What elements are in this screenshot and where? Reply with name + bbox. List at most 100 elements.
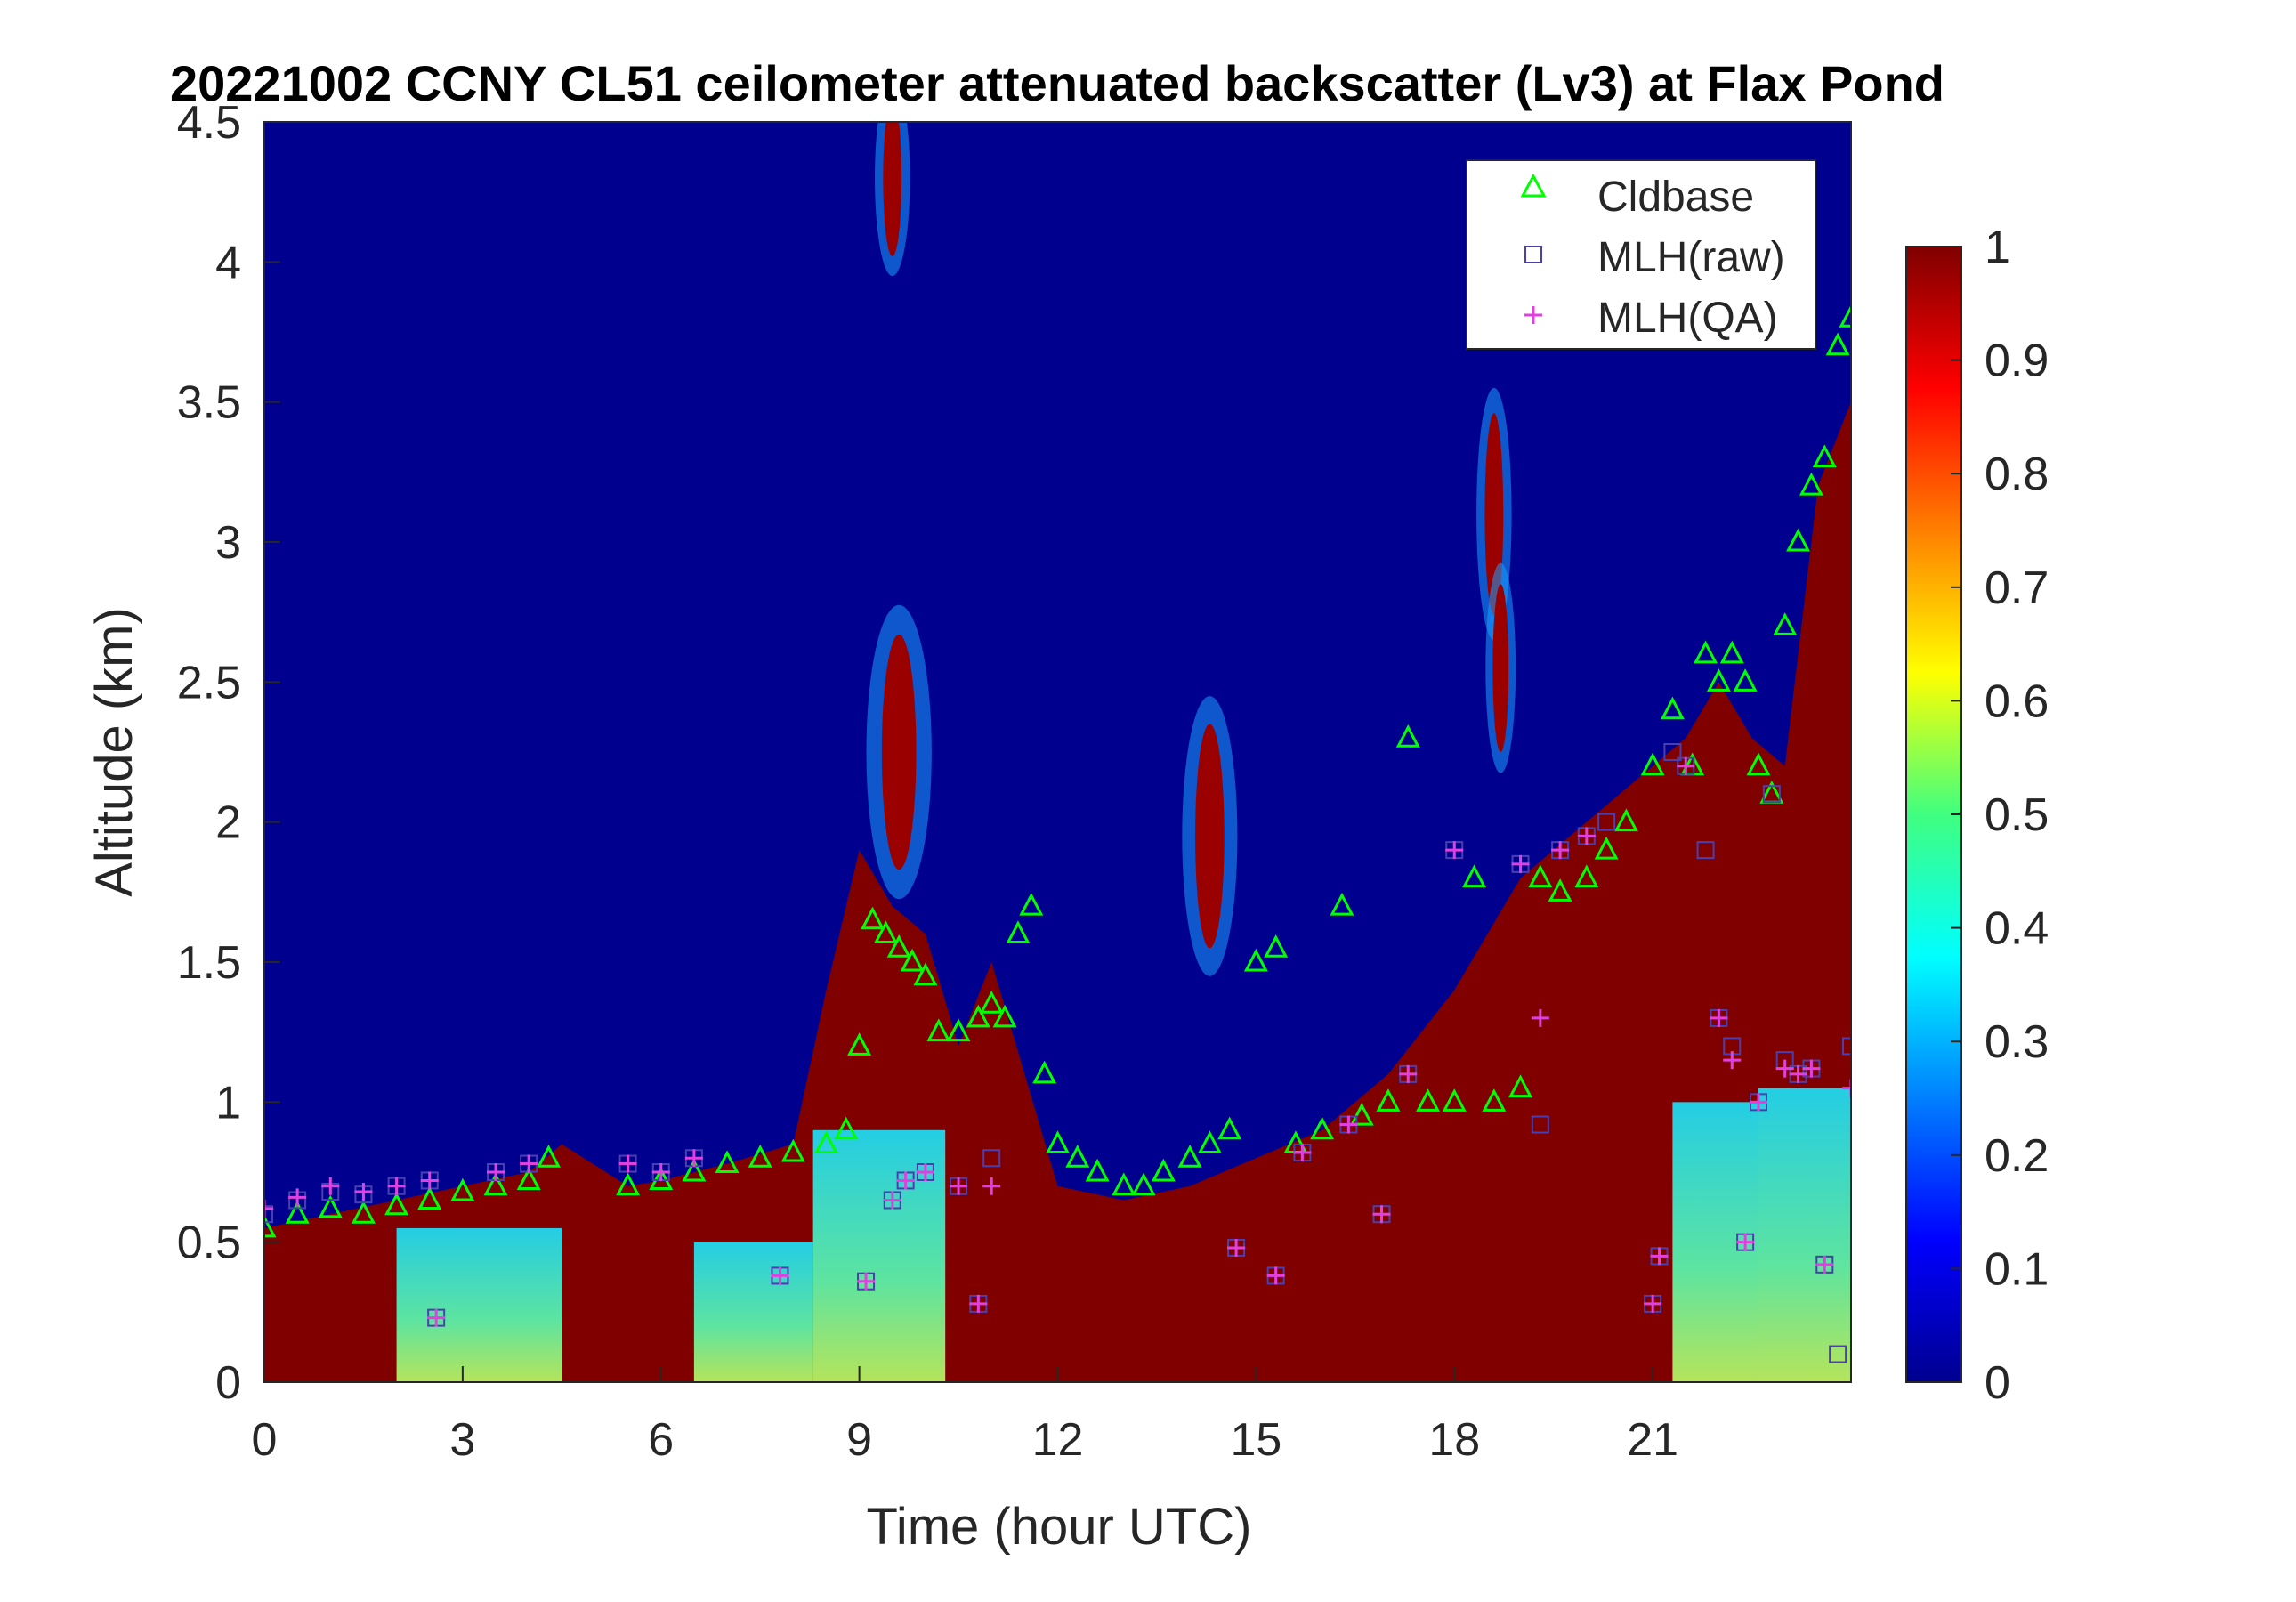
cldbase-point xyxy=(1131,1172,1156,1196)
aerosol-layer-0 xyxy=(264,401,1851,1382)
cldbase-point xyxy=(1528,864,1553,888)
y-tick-label: 0 xyxy=(215,1357,241,1409)
y-tick-label: 1 xyxy=(215,1077,241,1129)
cldbase-point xyxy=(1548,878,1572,902)
mlh-qa-point xyxy=(857,1272,876,1290)
colorbar-tick-label: 1 xyxy=(1985,222,2010,273)
cldbase-point xyxy=(1151,1158,1176,1182)
cloud-core-1 xyxy=(881,634,917,870)
cldbase-point xyxy=(483,1172,508,1196)
cldbase-point xyxy=(814,1130,838,1154)
mlh-qa-point xyxy=(896,1171,915,1190)
legend: Cldbase MLH(raw) MLH(QA) xyxy=(1466,159,1816,350)
cldbase-point xyxy=(1594,836,1619,860)
mlh-raw-point xyxy=(1842,1037,1851,1056)
x-tick-label: 9 xyxy=(846,1414,872,1466)
cldbase-point xyxy=(351,1200,376,1224)
mlh-qa-point xyxy=(1749,1093,1767,1112)
mlh-qa-point xyxy=(651,1163,670,1181)
mlh-qa-point xyxy=(1802,1059,1821,1078)
cldbase-point xyxy=(1825,332,1850,356)
mlh-qa-point xyxy=(1723,1051,1742,1070)
cldbase-point xyxy=(715,1150,740,1174)
cldbase-point xyxy=(318,1194,343,1218)
cldbase-point xyxy=(1006,920,1031,944)
cldbase-point xyxy=(1442,1088,1467,1112)
x-axis-label: Time (hour UTC) xyxy=(867,1498,1252,1556)
colorbar: 0 0.1 0.2 0.3 0.4 0.5 0.6 0.7 0.8 0.9 1 xyxy=(1905,222,2049,1409)
cldbase-point xyxy=(992,1004,1017,1028)
cldbase-point xyxy=(900,948,925,972)
legend-label-cldbase: Cldbase xyxy=(1597,174,1754,221)
cldbase-point xyxy=(649,1167,674,1190)
cldbase-point xyxy=(946,1018,971,1042)
mlh-qa-point xyxy=(1551,841,1570,860)
cldbase-point xyxy=(861,906,885,930)
mlh-qa-point xyxy=(420,1171,439,1190)
y-tick-label: 3.5 xyxy=(177,377,241,429)
x-tick-label: 0 xyxy=(252,1414,278,1466)
mlh-qa-point xyxy=(1511,854,1530,873)
mlh-qa-point xyxy=(1266,1266,1285,1285)
cldbase-point xyxy=(417,1186,442,1210)
mlh-qa-point xyxy=(1399,1064,1418,1083)
mlh-qa-point xyxy=(1710,1008,1728,1027)
cldbase-legend-marker xyxy=(1520,173,1547,198)
cldbase-point xyxy=(1786,528,1811,552)
cldbase-point xyxy=(1310,1116,1335,1140)
cldbase-point xyxy=(1719,640,1744,664)
y-tick-label: 2 xyxy=(215,797,241,849)
mlh-qa-point xyxy=(1677,756,1695,775)
cldbase-point xyxy=(1197,1130,1222,1154)
cldbase-point xyxy=(886,934,911,958)
mlh-qa-point xyxy=(1815,1255,1834,1274)
mlh-qa-point xyxy=(520,1154,538,1173)
cldbase-point xyxy=(926,1018,951,1042)
cldbase-point xyxy=(1046,1130,1070,1154)
cldbase-point xyxy=(1773,612,1798,635)
cldbase-point xyxy=(285,1200,310,1224)
cldbase-point xyxy=(536,1145,561,1168)
cldbase-point xyxy=(1812,444,1837,468)
colorbar-tick-label: 0.7 xyxy=(1985,562,2049,614)
cldbase-point xyxy=(1694,640,1718,664)
colorbar-tick-label: 0.5 xyxy=(1985,789,2049,841)
colorbar-tick-label: 0.9 xyxy=(1985,336,2049,387)
mlh-qa-point xyxy=(1445,841,1464,860)
colorbar-tick-label: 0.2 xyxy=(1985,1130,2049,1182)
cldbase-point xyxy=(966,1004,990,1028)
mlh-qa-point xyxy=(1736,1233,1755,1251)
legend-label-mlh-qa: MLH(QA) xyxy=(1597,295,1778,342)
y-tick-label: 0.5 xyxy=(177,1218,241,1269)
mlh-qa-point xyxy=(1227,1238,1246,1257)
cldbase-point xyxy=(1085,1158,1110,1182)
cldbase-point xyxy=(780,1138,805,1162)
mlh-qa-point xyxy=(1789,1064,1807,1083)
cldbase-point xyxy=(1349,1102,1374,1126)
mlh-qa-point xyxy=(1339,1115,1358,1134)
mlh-qa-point xyxy=(264,1199,273,1218)
colorbar-tick-label: 0.3 xyxy=(1985,1016,2049,1068)
mlh-qa-point xyxy=(1372,1205,1391,1224)
mlh-qa-point xyxy=(354,1183,373,1202)
cldbase-point xyxy=(1799,472,1823,496)
mlh-raw-legend-marker xyxy=(1524,246,1542,263)
y-tick-label: 2.5 xyxy=(177,657,241,708)
x-tick-label: 6 xyxy=(648,1414,674,1466)
mlh-raw-point xyxy=(982,1149,1001,1168)
cldbase-point xyxy=(1706,668,1731,692)
mlh-qa-point xyxy=(427,1308,446,1327)
cldbase-point xyxy=(1462,864,1487,888)
mlh-qa-point xyxy=(1531,1008,1549,1027)
y-axis: 0 0.5 1 1.5 2 2.5 3 3.5 4 4.5 xyxy=(177,97,280,1409)
cldbase-point xyxy=(1482,1088,1507,1112)
mlh-qa-point xyxy=(684,1149,703,1168)
colorbar-tick-label: 0.4 xyxy=(1985,903,2049,955)
cldbase-point xyxy=(1660,696,1685,720)
x-tick-label: 12 xyxy=(1032,1414,1084,1466)
mlh-qa-point xyxy=(1842,1079,1851,1097)
cldbase-point xyxy=(384,1192,409,1216)
colorbar-tick-label: 0 xyxy=(1985,1357,2010,1409)
mlh-qa-point xyxy=(771,1266,789,1285)
